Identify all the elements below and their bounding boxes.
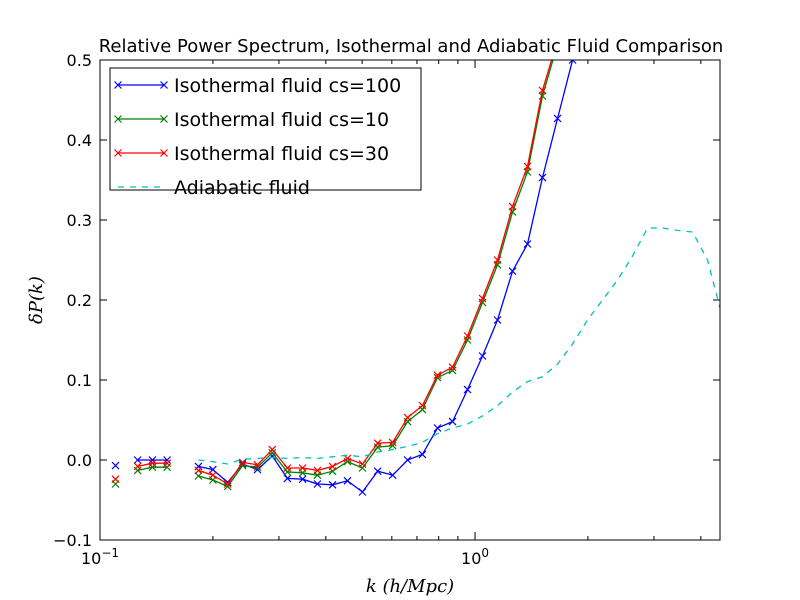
data-point [208, 465, 217, 474]
data-point [508, 202, 517, 211]
data-point [268, 448, 277, 457]
series-layer [111, 9, 720, 496]
data-point [403, 456, 412, 464]
data-point [298, 464, 307, 472]
data-point [283, 474, 292, 483]
data-point [569, 9, 576, 16]
data-point [523, 240, 532, 248]
data-point [343, 476, 352, 485]
legend-marker [160, 149, 168, 157]
data-point [433, 424, 442, 432]
data-point [194, 472, 203, 480]
legend-label: Adiabatic fluid [174, 177, 310, 199]
y-tick-label: 0.4 [67, 131, 92, 150]
data-point [313, 480, 322, 488]
legend-label: Isothermal fluid cs=30 [174, 143, 389, 165]
data-point [358, 464, 367, 472]
y-tick-label: 0.2 [67, 291, 92, 310]
data-point [463, 385, 472, 394]
data-point [328, 480, 337, 489]
data-point [463, 332, 472, 340]
data-point [478, 294, 487, 303]
data-point [433, 371, 442, 380]
data-point [553, 114, 562, 123]
data-point [403, 413, 412, 422]
legend-marker [114, 81, 122, 89]
series-line [198, 227, 720, 465]
data-point [133, 456, 142, 464]
x-tick-label: 100 [461, 546, 489, 568]
data-point [418, 450, 427, 459]
data-point [253, 460, 262, 469]
data-point [148, 459, 157, 468]
x-tick-label: 10−1 [81, 546, 119, 568]
legend-marker [114, 149, 122, 157]
data-point [358, 460, 367, 468]
data-point [448, 363, 457, 372]
legend-label: Isothermal fluid cs=10 [174, 109, 389, 131]
x-tick-base: 10 [461, 549, 481, 568]
data-point [194, 466, 203, 475]
legend-entry: Isothermal fluid cs=30 [114, 143, 389, 165]
data-point [538, 86, 547, 95]
data-point [163, 456, 172, 464]
data-point [568, 60, 577, 64]
data-point [448, 417, 457, 426]
legend-entry: Isothermal fluid cs=10 [114, 109, 389, 131]
data-point [148, 456, 157, 464]
legend-entry: Adiabatic fluid [118, 177, 310, 199]
legend-entry: Isothermal fluid cs=100 [114, 75, 401, 97]
data-point [538, 92, 547, 100]
data-point [569, 9, 576, 16]
data-point [238, 458, 247, 467]
data-point [268, 445, 277, 454]
legend-box [109, 67, 422, 191]
chart-title: Relative Power Spectrum, Isothermal and … [99, 36, 724, 57]
data-point [493, 316, 502, 324]
data-point [313, 466, 322, 475]
series-3 [198, 227, 720, 465]
legend: Isothermal fluid cs=100 Isothermal fluid … [109, 67, 422, 199]
data-point [523, 162, 532, 171]
data-point [493, 256, 502, 264]
y-tick-label: −0.1 [53, 531, 92, 550]
data-point [111, 475, 120, 484]
series-2 [111, 9, 576, 488]
data-point [508, 267, 517, 276]
data-point [373, 439, 382, 448]
data-point [388, 471, 397, 480]
x-axis-label: k (h/Mpc) [366, 576, 454, 597]
x-tick-base: 10 [81, 549, 101, 568]
data-point [111, 461, 120, 470]
data-point [328, 462, 337, 471]
data-point [208, 471, 217, 480]
y-tick-label: 0.5 [67, 51, 92, 70]
data-point [584, 9, 591, 16]
ticks-layer: −0.10.00.10.20.30.40.510−1 100 [53, 51, 720, 568]
y-axis-label: δP(k) [26, 276, 47, 324]
legend-marker [160, 115, 168, 123]
x-tick-exponent: 0 [481, 546, 489, 560]
data-point [223, 482, 232, 491]
data-point [133, 462, 142, 471]
y-tick-label: 0.3 [67, 211, 92, 230]
y-tick-label: 0.1 [67, 371, 92, 390]
data-point [388, 438, 397, 447]
data-point [418, 401, 427, 410]
data-point [223, 480, 232, 488]
legend-marker [160, 81, 168, 89]
y-tick-label: 0.0 [67, 451, 92, 470]
legend-marker [114, 115, 122, 123]
data-point [478, 352, 487, 360]
data-point [358, 488, 367, 496]
data-point [163, 459, 172, 468]
data-point [388, 441, 397, 450]
data-point [298, 475, 307, 484]
x-tick-exponent: −1 [101, 546, 119, 560]
data-point [538, 173, 547, 182]
legend-label: Isothermal fluid cs=100 [174, 75, 401, 97]
data-point [373, 467, 382, 476]
data-point [283, 464, 292, 472]
